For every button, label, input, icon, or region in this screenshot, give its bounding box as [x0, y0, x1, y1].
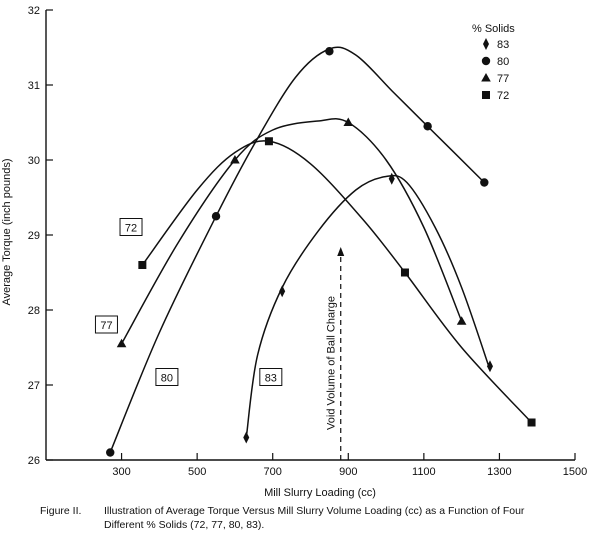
data-point-72 — [138, 261, 147, 269]
series-line-77 — [120, 118, 463, 345]
data-point-77 — [456, 316, 467, 325]
data-point-80 — [423, 122, 432, 131]
x-tick-label: 500 — [188, 466, 206, 478]
data-point-72 — [264, 137, 273, 146]
series-label-text: 77 — [100, 320, 112, 332]
legend-entry-77: 77 — [497, 73, 509, 85]
x-tick-label: 1300 — [487, 466, 511, 478]
series-label-box — [119, 218, 143, 236]
legend-marker-83 — [483, 38, 489, 50]
series-label-text: 72 — [125, 223, 137, 235]
data-point-77 — [116, 338, 127, 348]
legend-marker-72 — [482, 91, 490, 99]
series-line-72 — [141, 140, 533, 424]
y-tick-label: 27 — [28, 380, 40, 392]
data-point-83 — [486, 360, 493, 373]
y-tick-label: 31 — [28, 80, 40, 92]
data-point-80 — [480, 178, 489, 187]
chart-curves — [109, 46, 533, 453]
data-point-83 — [279, 285, 286, 298]
series-label-box — [259, 368, 283, 386]
series-label-text: 83 — [265, 373, 277, 385]
chart-axes: 26 27 28 29 30 31 32 300 500 700 900 1100 1300 1500 — [28, 5, 587, 478]
legend-entry-80: 80 — [497, 56, 509, 68]
y-tick-label: 28 — [28, 305, 40, 317]
caption-line-2: Different % Solids (72, 77, 80, 83). — [104, 519, 264, 531]
y-tick-label: 30 — [28, 155, 40, 167]
legend-marker-77 — [481, 73, 491, 82]
y-tick-label: 29 — [28, 230, 40, 242]
x-tick-label: 1500 — [563, 466, 587, 478]
figure-caption: Figure II. Illustration of Average Torqu… — [40, 505, 525, 531]
series-label-text: 80 — [161, 373, 173, 385]
caption-line-1: Illustration of Average Torque Versus Mi… — [104, 505, 525, 517]
data-point-77 — [343, 117, 354, 126]
legend-marker-80 — [481, 56, 491, 66]
series-line-83 — [245, 174, 491, 438]
x-tick-label: 700 — [264, 466, 282, 478]
y-tick-label: 32 — [28, 5, 40, 17]
x-tick-label: 900 — [339, 466, 357, 478]
chart-labels: 72 77 80 83 Void Volume of Ball Charge — [94, 218, 345, 460]
void-volume-arrowhead — [337, 247, 345, 256]
chart-markers — [106, 47, 536, 457]
data-point-83 — [243, 431, 250, 444]
y-axis-label: Average Torque (inch pounds) — [1, 159, 13, 306]
x-axis-label: Mill Slurry Loading (cc) — [264, 487, 376, 499]
data-point-72 — [527, 418, 536, 427]
data-point-80 — [325, 47, 334, 56]
legend-entry-72: 72 — [497, 90, 509, 102]
x-tick-label: 300 — [112, 466, 130, 478]
data-point-83 — [388, 172, 395, 185]
legend-entry-83: 83 — [497, 39, 509, 51]
data-point-72 — [400, 268, 409, 277]
legend: % Solids 83 80 77 72 — [472, 23, 515, 102]
x-tick-label: 1100 — [412, 466, 436, 478]
legend-title: % Solids — [472, 23, 515, 35]
data-point-80 — [211, 212, 221, 221]
void-volume-annotation: Void Volume of Ball Charge — [326, 296, 338, 430]
series-label-box — [94, 315, 118, 334]
series-label-box — [155, 368, 179, 386]
data-point-77 — [230, 155, 240, 164]
data-point-80 — [106, 448, 115, 457]
caption-label: Figure II. — [40, 505, 81, 517]
series-line-80 — [109, 46, 485, 453]
y-tick-label: 26 — [28, 455, 40, 467]
